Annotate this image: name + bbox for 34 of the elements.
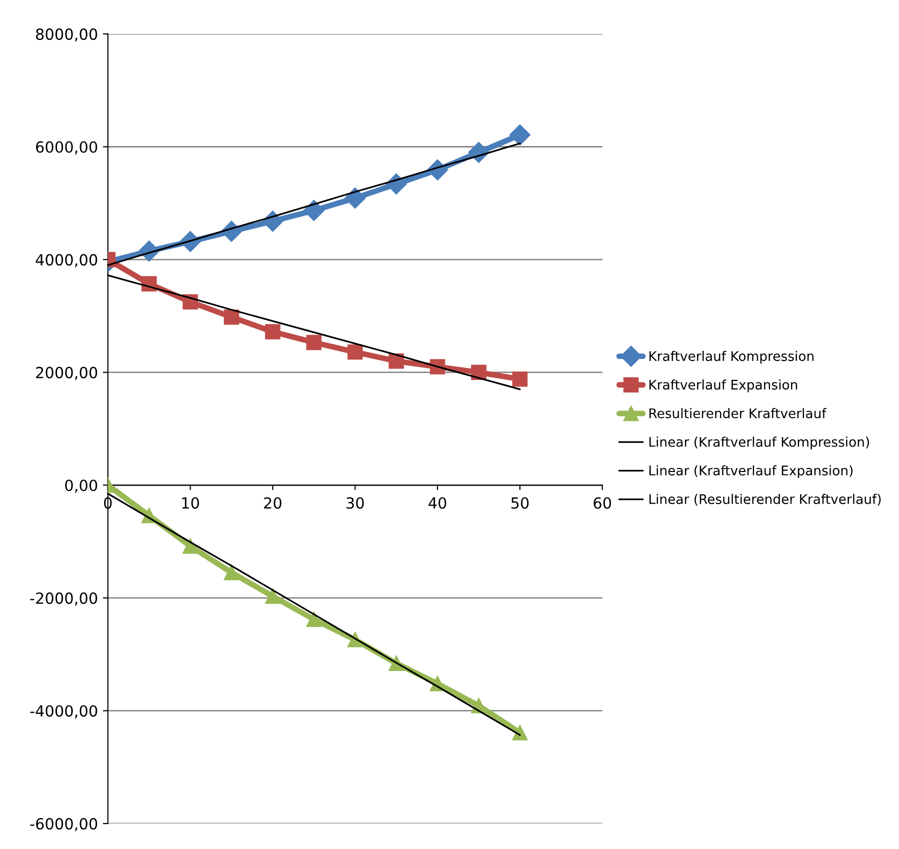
point — [303, 200, 324, 221]
y-tick-label: 2000,00 — [36, 366, 98, 380]
x-tick-label: 50 — [511, 497, 529, 509]
legend-label: Resultierender Kraftverlauf — [649, 408, 827, 418]
legend-label: Linear (Kraftverlauf Expansion) — [649, 465, 853, 478]
y-tick-label: -6000,00 — [30, 818, 98, 832]
point — [344, 188, 366, 209]
y-tick-label: 0,00 — [65, 480, 98, 493]
x-tick-label: 20 — [264, 497, 282, 509]
legend-label: Kraftverlauf Kompression — [649, 350, 814, 364]
x-tick-label: 60 — [594, 497, 612, 509]
point — [224, 309, 240, 325]
x-tick-label: 10 — [182, 497, 199, 509]
point — [306, 334, 322, 350]
point — [388, 353, 404, 369]
y-tick-label: 6000,00 — [36, 141, 98, 154]
point — [509, 124, 530, 146]
y-tick-label: 8000,00 — [36, 28, 98, 42]
y-tick-label: 4000,00 — [36, 254, 98, 268]
point — [182, 538, 198, 554]
x-tick-label: 40 — [428, 497, 446, 509]
legend-label: Linear (Resultierender Kraftverlauf) — [649, 494, 881, 506]
x-tick-label: 30 — [346, 497, 364, 509]
legend-label: Kraftverlauf Expansion — [649, 379, 798, 392]
legend-label: Linear (Kraftverlauf Kompression) — [649, 436, 869, 450]
y-tick-label: -2000,00 — [30, 592, 98, 606]
point — [265, 324, 280, 340]
point — [347, 344, 363, 360]
y-tick-label: -4000,00 — [30, 705, 98, 718]
point — [265, 588, 280, 604]
point — [306, 612, 322, 628]
point — [512, 371, 528, 387]
point — [512, 725, 528, 740]
point — [224, 564, 240, 580]
